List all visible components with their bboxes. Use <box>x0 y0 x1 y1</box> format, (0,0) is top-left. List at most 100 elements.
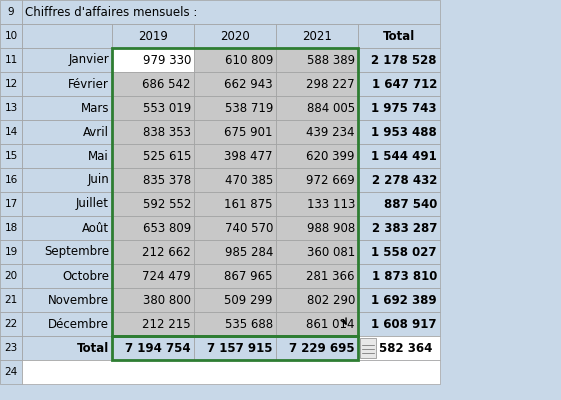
Bar <box>22 0 440 24</box>
Bar <box>112 48 194 72</box>
Text: 1 608 917: 1 608 917 <box>371 318 437 330</box>
Text: 867 965: 867 965 <box>224 270 273 282</box>
Bar <box>194 216 276 240</box>
Bar <box>0 312 22 336</box>
Bar <box>194 96 276 120</box>
Text: 835 378: 835 378 <box>143 174 191 186</box>
Bar <box>358 192 440 216</box>
Bar <box>276 312 358 336</box>
Bar <box>22 48 112 72</box>
Bar <box>112 336 194 360</box>
Bar <box>194 336 276 360</box>
Text: 979 330: 979 330 <box>142 54 191 66</box>
Text: 535 688: 535 688 <box>225 318 273 330</box>
Bar <box>112 216 194 240</box>
Bar <box>276 72 358 96</box>
Text: 12: 12 <box>4 79 17 89</box>
Bar <box>0 360 22 384</box>
Bar <box>0 0 22 24</box>
Text: Août: Août <box>82 222 109 234</box>
Text: 2 178 528: 2 178 528 <box>371 54 437 66</box>
Bar <box>112 192 194 216</box>
Text: 1 953 488: 1 953 488 <box>371 126 437 138</box>
Text: 298 227: 298 227 <box>306 78 355 90</box>
Text: 553 019: 553 019 <box>142 102 191 114</box>
Bar <box>112 72 194 96</box>
Text: Janvier: Janvier <box>68 54 109 66</box>
Text: Mars: Mars <box>80 102 109 114</box>
Bar <box>112 144 194 168</box>
Bar <box>194 288 276 312</box>
Bar <box>276 288 358 312</box>
Bar <box>276 264 358 288</box>
Text: 1 975 743: 1 975 743 <box>371 102 437 114</box>
Text: Septembre: Septembre <box>44 246 109 258</box>
Bar <box>276 24 358 48</box>
Text: Octobre: Octobre <box>62 270 109 282</box>
Bar <box>358 120 440 144</box>
Bar <box>276 96 358 120</box>
Text: 2 278 432: 2 278 432 <box>371 174 437 186</box>
Text: 1 692 389: 1 692 389 <box>371 294 437 306</box>
Bar <box>276 336 358 360</box>
Text: Mai: Mai <box>88 150 109 162</box>
Text: 7 157 915: 7 157 915 <box>208 342 273 354</box>
Bar <box>358 264 440 288</box>
Bar <box>358 240 440 264</box>
Bar <box>112 312 194 336</box>
Bar <box>358 168 440 192</box>
Bar <box>112 24 194 48</box>
Bar <box>112 168 194 192</box>
Bar <box>358 48 440 72</box>
Bar <box>360 338 376 358</box>
Text: 360 081: 360 081 <box>307 246 355 258</box>
Text: 662 943: 662 943 <box>224 78 273 90</box>
Bar <box>112 96 194 120</box>
Bar <box>276 192 358 216</box>
Text: 2 383 287: 2 383 287 <box>371 222 437 234</box>
Text: 675 901: 675 901 <box>224 126 273 138</box>
Bar <box>0 24 22 48</box>
Bar <box>22 24 112 48</box>
Text: 525 615: 525 615 <box>142 150 191 162</box>
Bar <box>194 264 276 288</box>
Text: Total: Total <box>383 30 415 42</box>
Bar <box>358 96 440 120</box>
Text: 1 873 810: 1 873 810 <box>371 270 437 282</box>
Bar <box>0 48 22 72</box>
Text: 9: 9 <box>8 7 15 17</box>
Bar <box>358 216 440 240</box>
Bar <box>276 120 358 144</box>
Bar <box>112 48 358 336</box>
Bar <box>0 144 22 168</box>
Text: 861 014: 861 014 <box>306 318 355 330</box>
Text: 972 669: 972 669 <box>306 174 355 186</box>
Text: 7 229 695: 7 229 695 <box>289 342 355 354</box>
Bar <box>0 96 22 120</box>
Bar <box>22 120 112 144</box>
Bar <box>358 24 440 48</box>
Text: 1 544 491: 1 544 491 <box>371 150 437 162</box>
Text: 24: 24 <box>4 367 17 377</box>
Bar <box>0 288 22 312</box>
Text: 21: 21 <box>4 295 17 305</box>
Bar <box>22 288 112 312</box>
Text: 22: 22 <box>4 319 17 329</box>
Bar <box>194 240 276 264</box>
Text: 1 558 027: 1 558 027 <box>371 246 437 258</box>
Bar <box>358 336 440 360</box>
Text: 620 399: 620 399 <box>306 150 355 162</box>
Bar <box>112 240 194 264</box>
Text: 686 542: 686 542 <box>142 78 191 90</box>
Text: Juin: Juin <box>88 174 109 186</box>
Bar <box>0 216 22 240</box>
Bar <box>0 336 22 360</box>
Bar <box>22 72 112 96</box>
Text: 988 908: 988 908 <box>307 222 355 234</box>
Text: 838 353: 838 353 <box>143 126 191 138</box>
Bar <box>112 288 194 312</box>
Text: 588 389: 588 389 <box>307 54 355 66</box>
Bar <box>0 168 22 192</box>
Text: 470 385: 470 385 <box>225 174 273 186</box>
Text: 724 479: 724 479 <box>142 270 191 282</box>
